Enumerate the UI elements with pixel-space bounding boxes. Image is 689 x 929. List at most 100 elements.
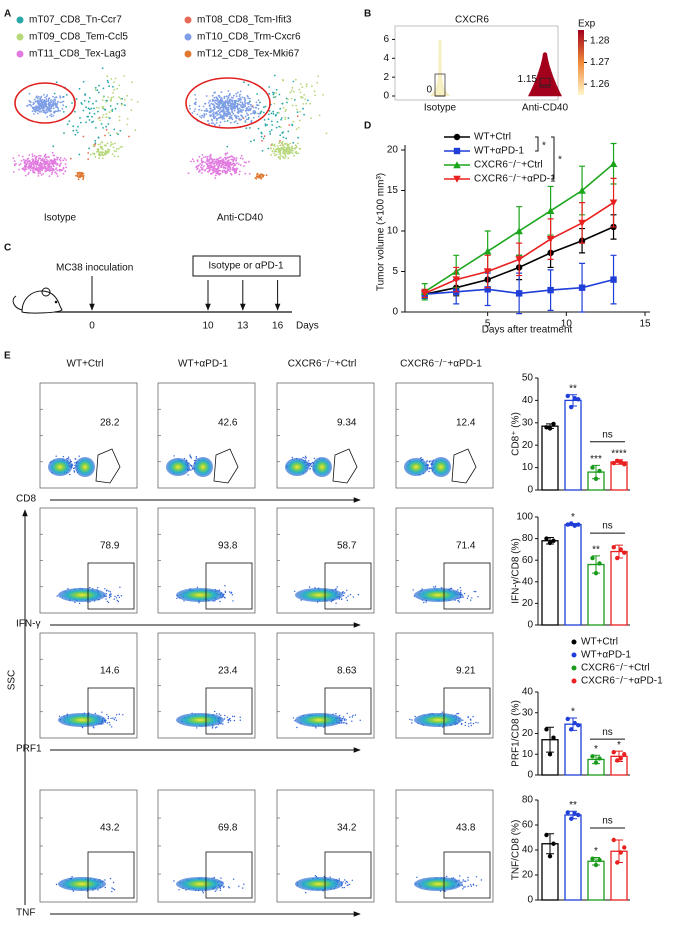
cell-dot <box>310 462 313 464</box>
gate-percentage: 43.8 <box>456 823 476 834</box>
cell-dot <box>271 150 274 152</box>
cell-dot <box>244 172 247 175</box>
cell-dot <box>283 149 285 152</box>
cell-dot <box>62 159 65 162</box>
cell-dot <box>46 169 48 172</box>
cell-dot <box>100 123 103 125</box>
cell-dot <box>246 107 249 109</box>
cell-dot <box>208 159 211 162</box>
cell-dot <box>48 161 51 164</box>
bar <box>541 425 559 491</box>
cell-dot <box>45 105 48 108</box>
cell-dot <box>104 144 107 147</box>
cell-dot <box>63 132 65 135</box>
cell-dot <box>78 171 81 174</box>
cell-dot <box>450 587 453 590</box>
cell-dot <box>306 99 309 102</box>
y-tick-label: 60 <box>522 820 534 831</box>
cell-dot <box>214 890 217 892</box>
cell-dot <box>252 110 255 112</box>
cell-dot <box>126 117 129 120</box>
legend-swatch <box>571 665 577 671</box>
cell-dot <box>48 163 51 166</box>
cell-dot <box>243 161 246 164</box>
cell-dot <box>118 84 121 87</box>
point <box>483 268 492 276</box>
cell-dot <box>191 158 194 161</box>
cell-dot <box>281 132 284 135</box>
cell-dot <box>202 892 204 894</box>
cell-dot <box>191 467 194 469</box>
cell-dot <box>318 114 321 117</box>
cell-dot <box>61 96 64 98</box>
cell-cloud <box>269 140 302 160</box>
legend-label: WT+αPD-1 <box>581 650 631 661</box>
cell-dot <box>244 115 247 118</box>
cell-dot <box>113 718 116 721</box>
cell-dot <box>250 105 253 108</box>
cell-dot <box>238 117 241 120</box>
cell-dot <box>457 712 460 715</box>
cell-dot <box>223 95 226 98</box>
cell-dot <box>317 75 319 78</box>
cell-dot <box>234 120 237 123</box>
cell-dot <box>183 600 185 602</box>
cell-dot <box>124 104 126 107</box>
cell-dot <box>188 104 191 107</box>
cell-dot <box>130 98 133 101</box>
cell-dot <box>78 87 81 90</box>
cell-dot <box>234 106 237 108</box>
point <box>515 256 523 264</box>
cell-dot <box>33 98 36 101</box>
cell-dot <box>461 881 463 883</box>
gate-percentage: 23.4 <box>218 666 238 677</box>
cell-dot <box>28 154 31 156</box>
cell-dot <box>250 113 252 115</box>
legend-swatch <box>571 639 577 645</box>
cell-dot <box>245 112 248 115</box>
cell-dot <box>349 593 352 596</box>
cell-dot <box>113 150 116 152</box>
cell-dot <box>233 158 235 161</box>
cell-dot <box>214 123 216 126</box>
cell-dot <box>260 177 262 180</box>
cell-dot <box>194 103 197 106</box>
cell-dot <box>214 174 217 177</box>
cell-dot <box>50 113 53 116</box>
cell-dot <box>248 172 251 175</box>
cell-dot <box>111 153 114 156</box>
cell-dot <box>107 716 110 718</box>
cell-dot <box>230 117 233 120</box>
legend-swatch <box>571 678 577 684</box>
y-tick-label: 20 <box>522 728 534 739</box>
cell-dot <box>19 163 22 165</box>
cell-dot <box>105 101 108 103</box>
cell-dot <box>213 111 215 114</box>
cell-dot <box>102 87 105 90</box>
point <box>609 159 618 167</box>
cell-dot <box>194 108 197 110</box>
cell-dot <box>342 716 345 718</box>
cell-dot <box>218 105 221 107</box>
gate-percentage: 9.21 <box>456 666 476 677</box>
cell-dot <box>231 100 234 103</box>
cell-dot <box>462 888 464 890</box>
legend-label: mT10_CD8_Trm-Cxcr6 <box>197 32 301 43</box>
cell-dot <box>57 100 59 103</box>
cell-dot <box>286 143 289 146</box>
cell-dot <box>24 167 27 170</box>
cell-dot <box>198 105 201 108</box>
cell-dot <box>37 172 40 175</box>
cell-dot <box>226 169 229 172</box>
cell-dot <box>276 111 279 114</box>
cell-dot <box>243 106 245 108</box>
significance-label: ** <box>592 545 600 556</box>
cell-dot <box>191 112 194 114</box>
cell-dot <box>50 99 52 101</box>
density <box>414 877 462 891</box>
cell-dot <box>47 100 50 103</box>
cell-dot <box>278 93 281 96</box>
cell-dot <box>233 715 236 718</box>
cell-dot <box>298 147 301 150</box>
cell-dot <box>295 104 297 107</box>
